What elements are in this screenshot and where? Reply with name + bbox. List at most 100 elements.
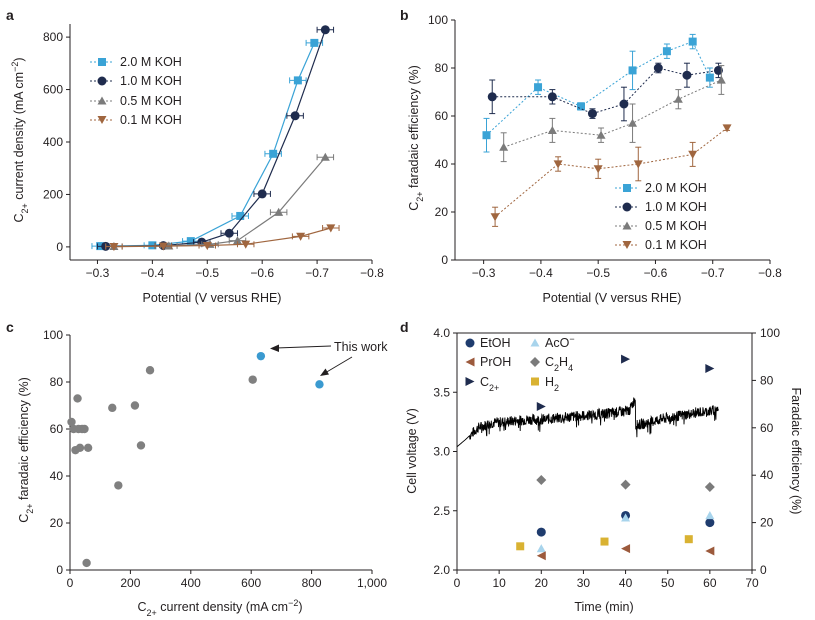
b-data-point — [713, 65, 723, 75]
b-data-point — [499, 142, 509, 151]
d-fe-point-etoh — [536, 527, 546, 537]
b-x-tick-label: −0.3 — [472, 266, 496, 280]
c-y-tick-label: 80 — [50, 375, 64, 389]
b-data-point — [553, 160, 563, 169]
legend-marker-c2plus — [465, 377, 475, 386]
b-y-tick-label: 0 — [441, 253, 448, 267]
c-y-tick-label: 100 — [43, 328, 63, 342]
d-x-tick-label: 40 — [619, 576, 633, 590]
d-x-tick-label: 0 — [454, 576, 461, 590]
b-data-point — [633, 160, 643, 169]
a-x-tick-label: −0.7 — [305, 266, 329, 280]
c-this-work-point — [315, 380, 324, 389]
b-data-point — [482, 131, 491, 140]
panel-b-plot: −0.3 −0.4 −0.5 −0.6 −0.7 −0.8 0 20 40 60 80 100 — [428, 13, 782, 280]
c-literature-point — [130, 401, 140, 410]
this-work-arrow-2 — [324, 356, 353, 374]
b-data-point — [688, 37, 697, 46]
c-this-work-point — [256, 351, 266, 361]
d-y-tick-label: 3.0 — [433, 445, 450, 459]
d-fe-point-etoh — [705, 518, 715, 528]
legend-label-b-2M: 2.0 M KOH — [645, 181, 707, 195]
b-data-point — [662, 47, 671, 56]
b-data-point — [587, 109, 597, 119]
d-y-right-tick-label: 40 — [760, 468, 774, 482]
legend-marker-etoh — [465, 338, 475, 348]
c-literature-point — [73, 394, 82, 403]
a-data-point — [202, 241, 212, 251]
c-y-tick-label: 60 — [50, 422, 64, 436]
legend-label-b-1M: 1.0 M KOH — [645, 200, 707, 214]
a-x-tick-label: −0.4 — [141, 266, 165, 280]
d-y-right-tick-label: 100 — [760, 326, 780, 340]
panel-c-y-label: C2+ faradaic efficiency (%) — [17, 377, 35, 523]
a-data-point — [236, 211, 245, 220]
b-y-tick-label: 100 — [428, 13, 448, 27]
legend-label-c2h4: C2H4 — [545, 355, 573, 373]
d-y-right-tick-label: 20 — [760, 516, 774, 530]
this-work-arrow-1 — [275, 345, 332, 349]
c-literature-point — [108, 403, 117, 413]
a-data-point — [326, 224, 336, 233]
legend-label-aco: AcO− — [545, 334, 575, 350]
legend-label-a-1M: 1.0 M KOH — [120, 74, 182, 88]
a-data-point — [290, 111, 300, 121]
this-work-annotation: This work — [334, 340, 388, 354]
d-x-tick-label: 70 — [745, 576, 759, 590]
this-work-arrowhead-2 — [320, 368, 329, 376]
panel-c: c 0 200 400 600 800 1,000 0 20 40 60 80 100 C2+ cur… — [6, 319, 388, 618]
d-x-tick-label: 50 — [661, 576, 675, 590]
b-data-point — [705, 73, 714, 82]
d-fe-point-proh — [536, 551, 546, 561]
panel-a-y-label: C2+ current density (mA cm−2) — [10, 57, 30, 222]
b-data-point — [722, 124, 732, 133]
b-data-point — [688, 150, 698, 159]
panel-a: a −0.3 −0.4 −0.5 −0.6 −0.7 −0.80200400600800 … — [6, 7, 384, 305]
b-y-tick-label: 60 — [435, 109, 449, 123]
a-data-point — [293, 76, 302, 85]
panel-a-plot: −0.3 −0.4 −0.5 −0.6 −0.7 −0.8 0 200 400 600 800 — [43, 24, 384, 280]
a-data-point — [224, 228, 234, 238]
b-data-point — [490, 213, 500, 222]
a-x-tick-label: −0.3 — [86, 266, 110, 280]
a-data-point — [310, 38, 319, 47]
a-data-point — [186, 237, 195, 246]
c-x-tick-label: 400 — [181, 576, 201, 590]
a-data-point — [320, 25, 330, 35]
b-data-point — [619, 99, 629, 109]
c-literature-point — [114, 481, 123, 490]
d-fe-point-c2h4 — [620, 479, 631, 490]
d-x-tick-label: 20 — [535, 576, 549, 590]
a-data-point — [232, 236, 242, 245]
legend-label-b-05M: 0.5 M KOH — [645, 219, 707, 233]
d-fe-point-c2h4 — [704, 482, 715, 493]
panel-c-plot: 0 200 400 600 800 1,000 0 20 40 60 80 100 — [43, 328, 387, 590]
legend-marker-b-2M — [623, 184, 631, 192]
legend-label-a-05M: 0.5 M KOH — [120, 94, 182, 108]
a-data-point — [158, 242, 168, 251]
legend-marker-aco — [530, 338, 540, 347]
d-y-right-tick-label: 60 — [760, 421, 774, 435]
d-fe-point-c2 — [621, 354, 631, 364]
b-x-tick-label: −0.4 — [529, 266, 553, 280]
c-literature-point — [80, 424, 89, 434]
d-y-right-tick-label: 80 — [760, 373, 774, 387]
a-y-tick-label: 200 — [43, 187, 63, 201]
legend-label-c2plus: C2+ — [480, 375, 499, 393]
d-fe-point-c2h4 — [536, 474, 547, 485]
a-data-point — [320, 152, 330, 161]
panel-d-y-left-label: Cell voltage (V) — [405, 408, 419, 493]
b-x-tick-label: −0.5 — [586, 266, 610, 280]
d-fe-point-h2 — [600, 537, 609, 546]
legend-marker-h2 — [531, 377, 539, 386]
panel-d-x-label: Time (min) — [574, 600, 633, 614]
d-fe-point-proh — [621, 544, 631, 554]
a-y-tick-label: 800 — [43, 30, 63, 44]
d-y-right-tick-label: 0 — [760, 563, 767, 577]
b-data-point — [534, 83, 543, 92]
b-data-point — [682, 70, 692, 80]
legend-marker-b-01M — [622, 241, 632, 249]
b-data-point — [653, 63, 663, 73]
